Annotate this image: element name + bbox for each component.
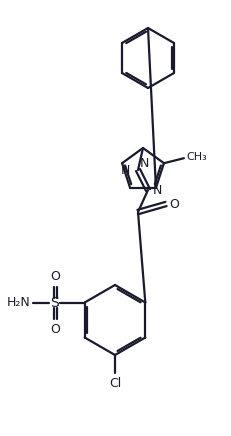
Text: N: N — [139, 157, 149, 170]
Text: N: N — [153, 184, 162, 197]
Text: Cl: Cl — [109, 377, 121, 390]
Text: O: O — [50, 269, 60, 283]
Text: N: N — [121, 164, 130, 177]
Text: CH₃: CH₃ — [186, 152, 207, 162]
Text: H₂N: H₂N — [7, 296, 31, 309]
Text: S: S — [50, 296, 59, 310]
Text: O: O — [50, 323, 60, 335]
Text: O: O — [169, 198, 179, 211]
